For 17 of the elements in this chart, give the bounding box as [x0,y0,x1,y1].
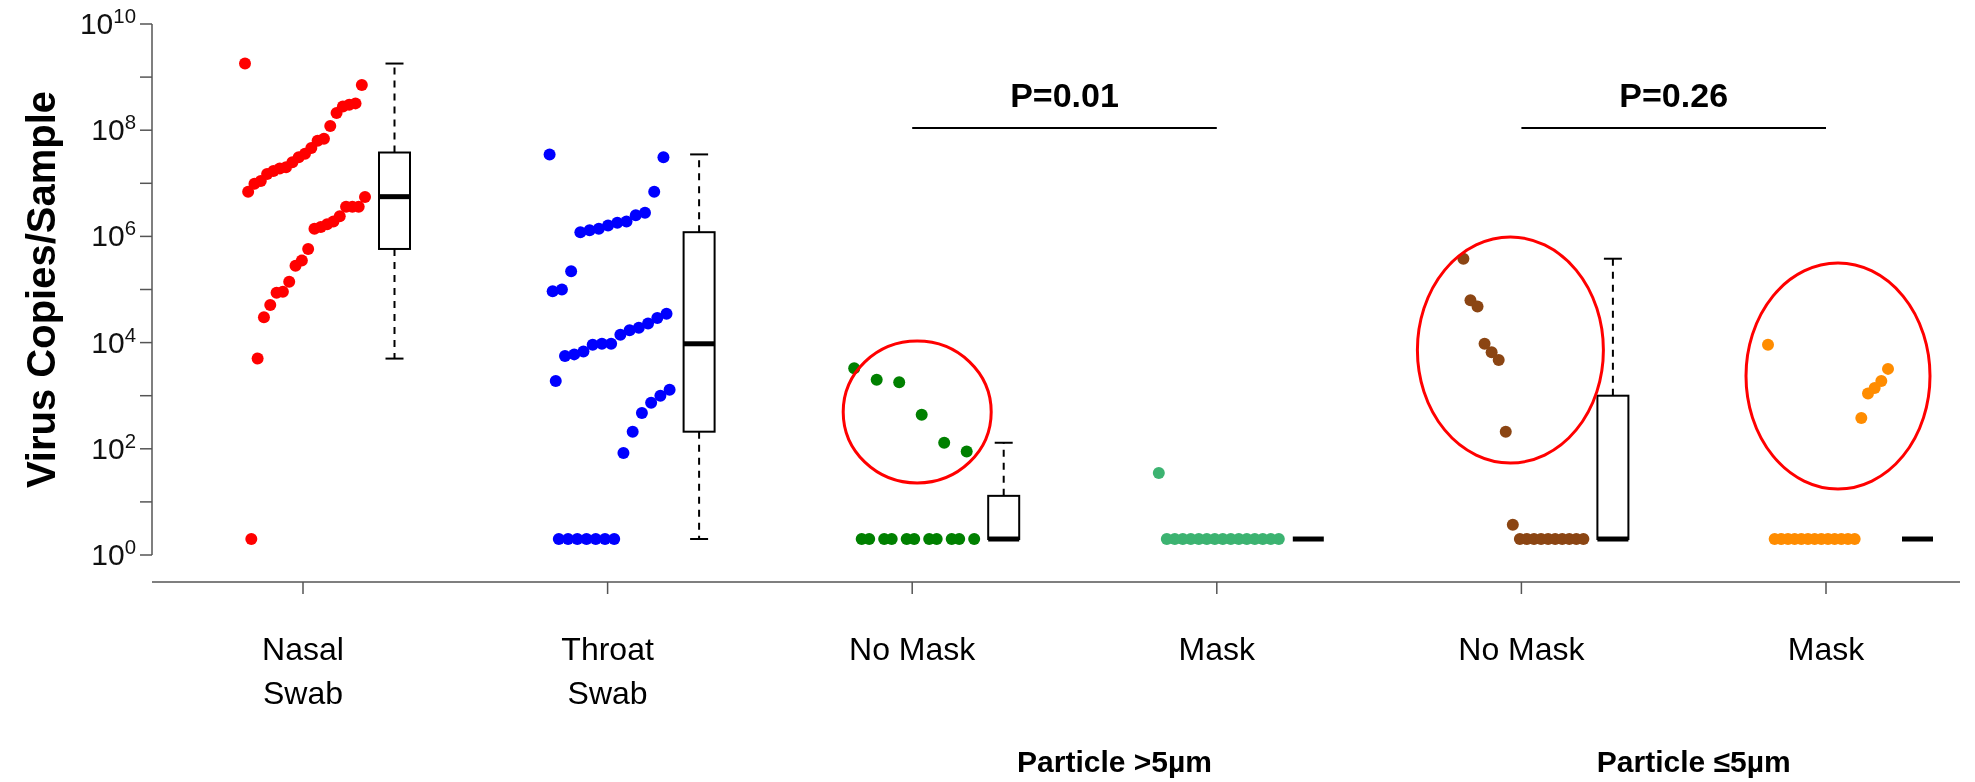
y-tick-label: 10$^{8}$ [91,111,136,147]
y-tick-label: 10$^{6}$ [91,217,136,253]
y-tick-label: 10$^{10}$ [79,5,136,40]
x-tick-label: Nasal Swab [262,631,344,711]
x-tick-label: No Mask [1458,631,1586,667]
y-tick-label: 10$^{4}$ [91,323,136,359]
text: Particle >5µm [1017,745,1212,778]
x-tick-label: No Mask [849,631,977,667]
y-tick-label: 10$^{2}$ [91,429,136,465]
text: Particle ≤5µm [1596,745,1791,778]
annotation: P=0.26 [1619,76,1729,114]
annotation: P=0.01 [1010,76,1119,114]
x-tick-label: Mask [1178,631,1257,667]
x-tick-label: Throat Swab [561,631,654,711]
x-tick-label: Mask [1787,631,1866,667]
y-tick-label: 10$^{0}$ [91,536,136,571]
y-axis-title: Virus Copies/Sample [19,90,63,489]
